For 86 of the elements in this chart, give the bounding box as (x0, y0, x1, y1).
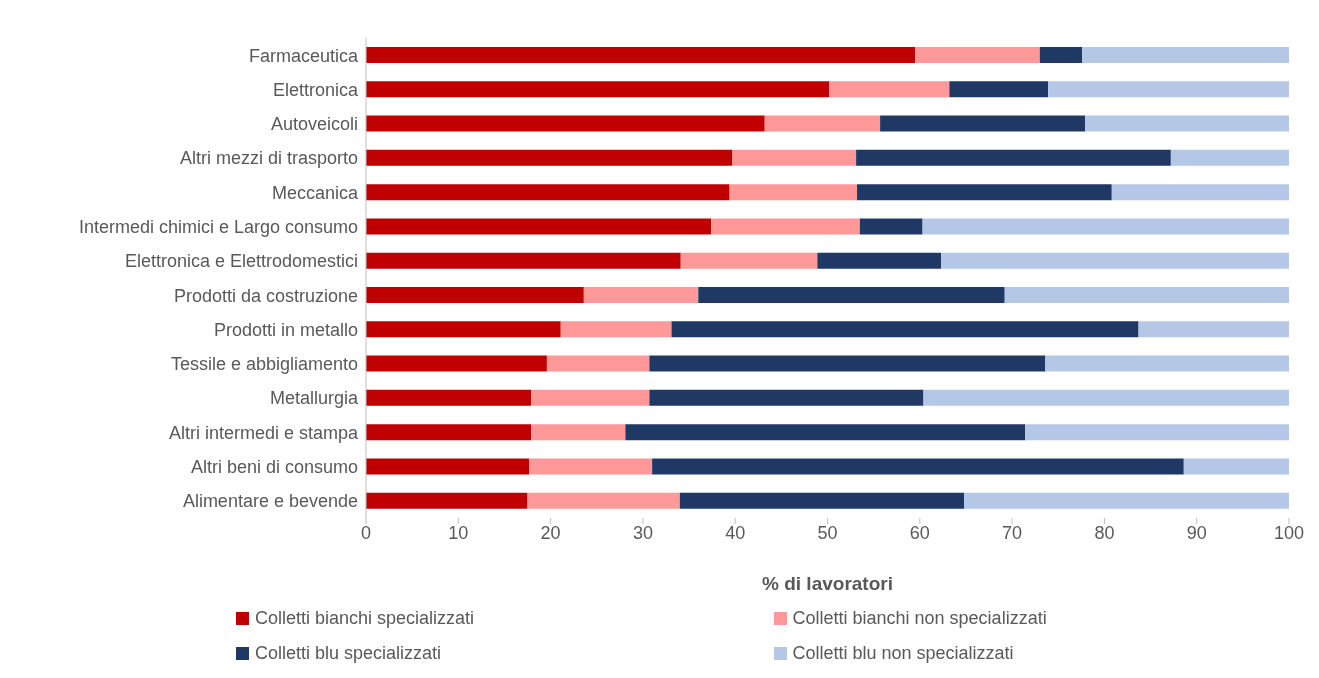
y-tick-label: Farmaceutica (248, 45, 359, 66)
bar (1045, 355, 1289, 372)
x-tick-label: 40 (725, 522, 746, 543)
bar (366, 492, 528, 509)
legend-label: Colletti bianchi specializzati (255, 608, 475, 629)
bar (529, 458, 653, 475)
x-tick-label: 100 (1273, 522, 1305, 543)
bar (941, 252, 1289, 269)
bar (527, 492, 680, 509)
bar (1004, 287, 1289, 303)
bar (880, 115, 1086, 132)
bar (711, 218, 860, 235)
x-tick-label: 60 (909, 522, 930, 543)
y-tick-label: Metallurgia (269, 388, 359, 409)
bar (732, 149, 857, 166)
bar (1138, 321, 1289, 338)
x-tick-label: 70 (1002, 522, 1023, 543)
x-tick-label: 20 (540, 522, 561, 543)
bar (531, 424, 626, 441)
bar (964, 492, 1289, 509)
bar (1170, 149, 1289, 166)
x-axis-title: % di lavoratori (762, 573, 893, 594)
bar (1025, 424, 1289, 441)
x-tick-label: 0 (360, 522, 372, 543)
bar (923, 389, 1289, 406)
x-tick-label: 30 (632, 522, 653, 543)
y-tick-label: Intermedi chimici e Largo consumo (78, 216, 358, 237)
bar (1048, 81, 1289, 98)
bar (366, 458, 530, 475)
bar (531, 389, 650, 406)
bar (366, 149, 733, 166)
bar (1082, 47, 1289, 63)
bar (366, 81, 830, 98)
bar (829, 81, 950, 98)
y-tick-label: Altri intermedi e stampa (168, 422, 359, 443)
bar (922, 218, 1289, 235)
bar (671, 321, 1139, 338)
bar (366, 115, 765, 132)
bar (366, 47, 916, 63)
bar (859, 218, 923, 235)
bar (652, 458, 1184, 475)
y-tick-label: Prodotti da costruzione (173, 285, 358, 306)
bar (366, 389, 532, 406)
y-tick-label: Altri mezzi di trasporto (179, 148, 358, 169)
legend-label: Colletti blu specializzati (255, 643, 442, 664)
y-tick-label: Meccanica (271, 182, 359, 203)
bar (546, 355, 650, 372)
bar (949, 81, 1049, 98)
bar (649, 355, 1046, 372)
bar (1111, 184, 1289, 201)
bar (856, 149, 1171, 166)
y-tick-label: Autoveicoli (270, 114, 358, 135)
bar (583, 287, 699, 303)
bar (729, 184, 858, 201)
y-tick-label: Tessile e abbigliamento (170, 354, 358, 375)
x-tick-label: 50 (817, 522, 838, 543)
bar (764, 115, 881, 132)
bar (698, 287, 1005, 303)
bar (1039, 47, 1083, 63)
legend-label: Colletti blu non specializzati (792, 643, 1014, 664)
bar (680, 252, 818, 269)
bar (1085, 115, 1289, 132)
x-tick-label: 90 (1186, 522, 1207, 543)
legend-label: Colletti bianchi non specializzati (792, 608, 1047, 629)
bar (625, 424, 1026, 441)
y-tick-label: Elettronica (272, 79, 359, 100)
y-tick-label: Altri beni di consumo (190, 456, 358, 477)
x-tick-label: 80 (1094, 522, 1115, 543)
y-tick-label: Prodotti in metallo (213, 319, 358, 340)
bar (366, 184, 730, 201)
bar (817, 252, 942, 269)
y-tick-label: Elettronica e Elettrodomestici (124, 251, 358, 272)
bar (366, 287, 584, 303)
bar (366, 355, 547, 372)
bar (366, 424, 532, 441)
bar (1183, 458, 1289, 475)
bar (649, 389, 924, 406)
bar (366, 252, 681, 269)
bar (366, 218, 712, 235)
bar (915, 47, 1040, 63)
bar (366, 321, 561, 338)
y-tick-label: Alimentare e bevende (182, 491, 358, 512)
x-tick-label: 10 (448, 522, 469, 543)
bar (560, 321, 672, 338)
bar (679, 492, 965, 509)
bar (857, 184, 1112, 201)
